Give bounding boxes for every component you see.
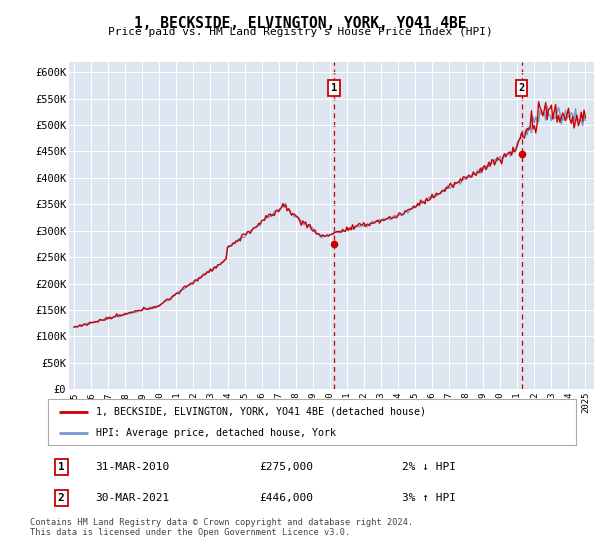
Text: 1: 1	[331, 83, 337, 93]
Text: 1, BECKSIDE, ELVINGTON, YORK, YO41 4BE (detached house): 1, BECKSIDE, ELVINGTON, YORK, YO41 4BE (…	[95, 407, 425, 417]
Text: Contains HM Land Registry data © Crown copyright and database right 2024.
This d: Contains HM Land Registry data © Crown c…	[30, 518, 413, 538]
Text: 2% ↓ HPI: 2% ↓ HPI	[402, 462, 456, 472]
Text: 31-MAR-2010: 31-MAR-2010	[95, 462, 170, 472]
Text: 30-MAR-2021: 30-MAR-2021	[95, 493, 170, 503]
Text: 2: 2	[518, 83, 524, 93]
Text: 3% ↑ HPI: 3% ↑ HPI	[402, 493, 456, 503]
Text: HPI: Average price, detached house, York: HPI: Average price, detached house, York	[95, 428, 335, 438]
Text: 2: 2	[58, 493, 65, 503]
Text: 1, BECKSIDE, ELVINGTON, YORK, YO41 4BE: 1, BECKSIDE, ELVINGTON, YORK, YO41 4BE	[134, 16, 466, 31]
Text: 1: 1	[58, 462, 65, 472]
Text: Price paid vs. HM Land Registry's House Price Index (HPI): Price paid vs. HM Land Registry's House …	[107, 27, 493, 37]
Text: £275,000: £275,000	[259, 462, 313, 472]
Text: £446,000: £446,000	[259, 493, 313, 503]
